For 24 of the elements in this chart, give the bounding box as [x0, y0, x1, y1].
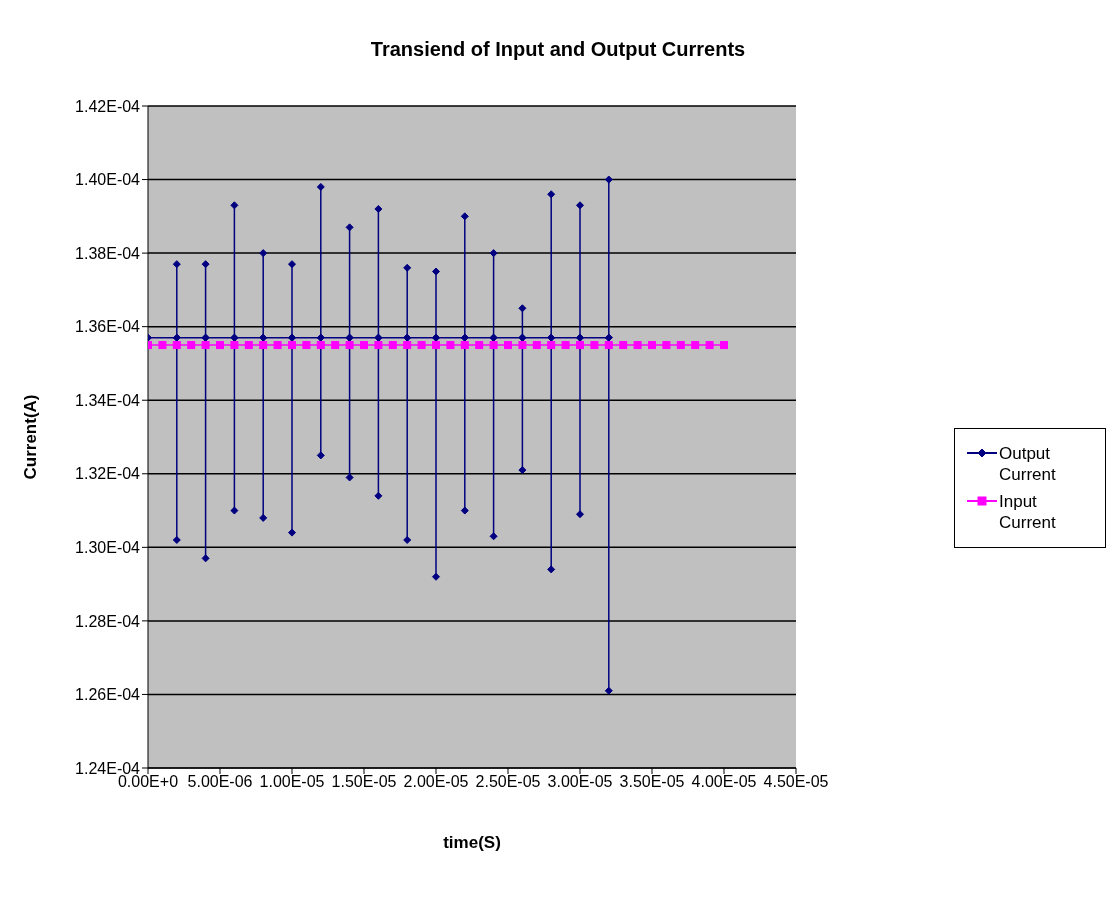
y-tick-label: 1.38E-04 — [75, 244, 141, 262]
y-tick-label: 1.28E-04 — [75, 612, 141, 630]
x-tick-label: 2.50E-05 — [475, 773, 541, 791]
legend-label: Input Current — [999, 491, 1057, 533]
x-tick-label: 3.00E-05 — [547, 773, 613, 791]
y-tick-label: 1.36E-04 — [75, 318, 141, 336]
x-tick-label: 1.50E-05 — [331, 773, 397, 791]
x-tick-label: 3.50E-05 — [619, 773, 685, 791]
y-tick-label: 1.30E-04 — [75, 539, 141, 557]
y-tick-label: 1.42E-04 — [75, 97, 141, 115]
x-axis-title: time(S) — [443, 833, 501, 852]
x-tick-label: 2.00E-05 — [403, 773, 469, 791]
y-tick-label: 1.26E-04 — [75, 686, 141, 704]
x-tick-label: 4.00E-05 — [691, 773, 757, 791]
y-tick-label: 1.32E-04 — [75, 465, 141, 483]
x-tick-label: 4.50E-05 — [763, 773, 829, 791]
x-tick-label: 0.00E+0 — [117, 773, 179, 791]
y-tick-label: 1.34E-04 — [75, 391, 141, 409]
y-axis-title: Current(A) — [21, 394, 41, 480]
chart-title: Transiend of Input and Output Currents — [369, 37, 747, 62]
x-tick-label: 1.00E-05 — [259, 773, 325, 791]
x-tick-label: 5.00E-06 — [187, 773, 253, 791]
legend-label: Output Current — [999, 443, 1057, 485]
y-tick-label: 1.40E-04 — [75, 171, 141, 189]
